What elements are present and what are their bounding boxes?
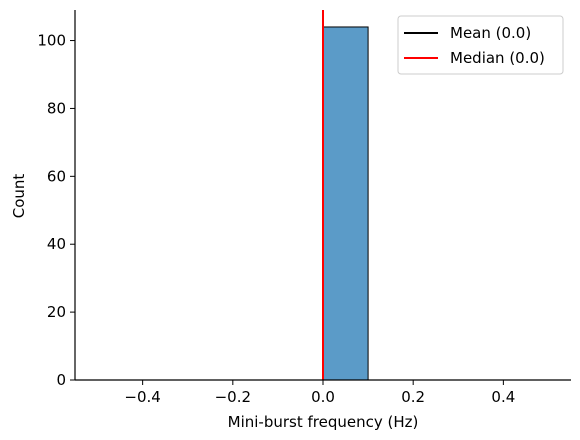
y-axis-ticks: 0 20 40 60 80 100 [37,32,75,389]
y-axis-label: Count [10,174,28,219]
x-tick-label: 0.2 [401,388,425,406]
legend-label-mean: Mean (0.0) [450,24,531,42]
y-tick-label: 80 [47,99,66,117]
x-tick-label: 0.4 [491,388,515,406]
y-tick-label: 20 [47,303,66,321]
histogram-bar-5 [322,26,369,381]
y-tick-label: 100 [37,32,66,50]
x-tick-label: −0.4 [124,388,160,406]
x-axis-ticks: −0.4 −0.2 0.0 0.2 0.4 [124,380,515,406]
y-tick-label: 40 [47,235,66,253]
legend: Mean (0.0) Median (0.0) [397,15,564,75]
x-axis-label: Mini-burst frequency (Hz) [228,413,419,431]
x-tick-label: −0.2 [215,388,251,406]
y-tick-label: 0 [56,371,66,389]
y-tick-label: 60 [47,167,66,185]
legend-frame [397,15,564,75]
legend-label-median: Median (0.0) [450,49,545,67]
x-tick-label: 0.0 [311,388,335,406]
